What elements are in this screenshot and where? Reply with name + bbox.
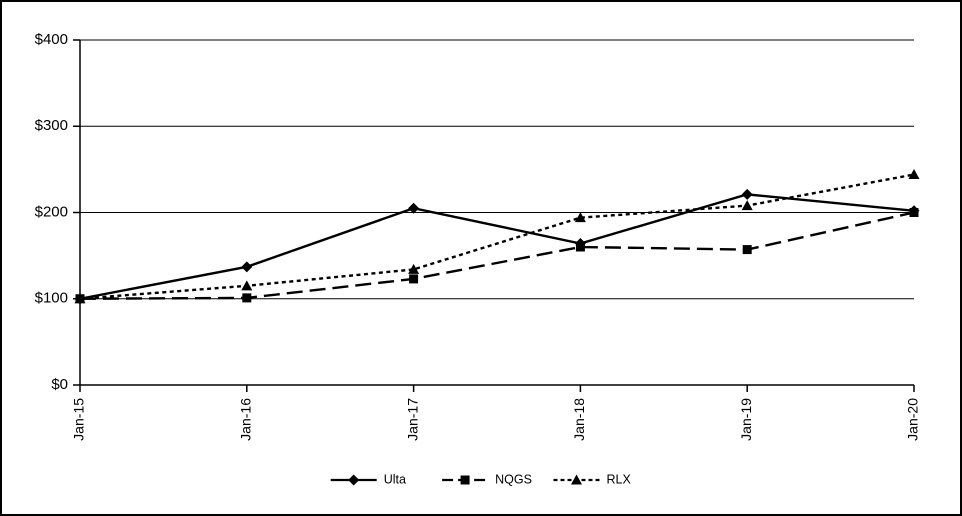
series-marker-rlx xyxy=(408,263,420,274)
series-line-ulta xyxy=(79,193,915,300)
y-tick-label: $200 xyxy=(35,203,68,220)
x-tick-label: Jan-20 xyxy=(905,398,921,441)
series-marker-rlx xyxy=(908,169,920,180)
y-tick-label: $400 xyxy=(35,31,68,48)
legend-label-rlx: RLX xyxy=(607,472,632,486)
x-tick-label: Jan-17 xyxy=(404,398,420,441)
x-tick-label: Jan-16 xyxy=(238,398,254,441)
series-marker-rlx xyxy=(241,280,253,291)
series-marker-nqgs xyxy=(742,245,752,255)
series-marker-nqgs xyxy=(242,293,252,303)
legend-label-ulta: Ulta xyxy=(384,472,406,486)
series-line-nqgs xyxy=(79,211,915,300)
legend-label-nqgs: NQGS xyxy=(495,472,532,486)
legend-marker-rlx xyxy=(571,474,582,485)
series-line-rlx xyxy=(79,173,915,300)
series-marker-nqgs xyxy=(575,242,585,252)
x-tick-label: Jan-15 xyxy=(71,398,87,441)
series-marker-ulta xyxy=(241,261,253,273)
series-marker-rlx xyxy=(574,212,586,223)
y-tick-label: $100 xyxy=(35,290,68,307)
series-marker-ulta xyxy=(408,202,420,214)
series-marker-rlx xyxy=(741,200,753,211)
x-tick-label: Jan-19 xyxy=(738,398,754,441)
series-marker-ulta xyxy=(741,188,753,200)
legend-marker-nqgs xyxy=(460,475,470,485)
series-marker-nqgs xyxy=(909,208,919,217)
y-tick-label: $300 xyxy=(35,117,68,134)
y-tick-label: $0 xyxy=(51,376,68,393)
series-marker-nqgs xyxy=(409,274,419,284)
legend-marker-ulta xyxy=(348,474,360,486)
x-tick-label: Jan-18 xyxy=(571,398,587,441)
series-marker-rlx xyxy=(74,293,86,304)
